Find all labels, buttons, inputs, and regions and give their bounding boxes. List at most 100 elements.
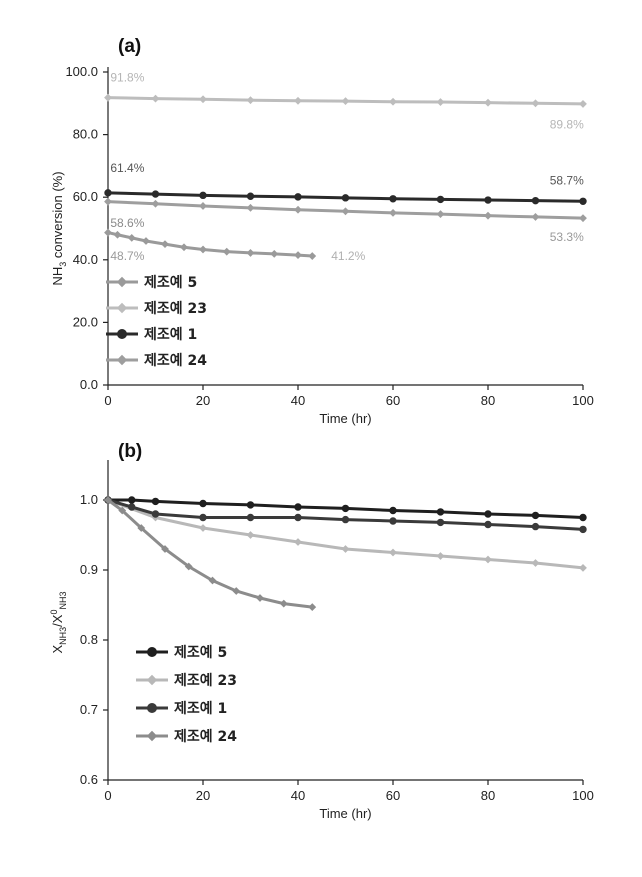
- legend-label: 제조예 1: [174, 701, 227, 717]
- data-point: [294, 251, 302, 260]
- series-3: [104, 496, 317, 612]
- y-tick-label: 0.7: [80, 702, 98, 717]
- data-point: [531, 522, 540, 531]
- data-point: [579, 100, 587, 108]
- legend-label: 제조예 1: [144, 327, 197, 343]
- data-point: [279, 599, 288, 608]
- data-point: [436, 508, 445, 516]
- legend-label: 제조예 5: [174, 645, 227, 661]
- data-point: [308, 252, 317, 260]
- data-point: [436, 195, 445, 204]
- data-point: [484, 211, 492, 220]
- data-point: [389, 548, 397, 557]
- data-point: [199, 191, 207, 200]
- y-tick-label: 0.6: [80, 772, 98, 787]
- y-axis-title: NH3 conversion (%): [50, 171, 68, 285]
- data-point: [341, 504, 350, 513]
- legend-marker: [116, 354, 128, 366]
- data-point: [246, 513, 255, 522]
- data-label: 58.7%: [550, 174, 584, 188]
- data-point: [294, 503, 302, 511]
- data-point: [531, 196, 540, 205]
- data-point: [389, 195, 397, 203]
- data-point: [531, 213, 540, 221]
- data-point: [436, 552, 445, 560]
- data-point: [113, 230, 122, 239]
- data-point: [184, 562, 193, 571]
- data-point: [199, 95, 207, 104]
- legend: 제조예 5 제조예 23 제조예 1 제조예 24: [106, 275, 207, 369]
- data-point: [246, 249, 255, 257]
- data-point: [531, 99, 540, 108]
- x-tick-label: 100: [572, 788, 594, 803]
- data-point: [151, 190, 160, 198]
- legend-marker: [146, 674, 158, 686]
- data-point: [104, 496, 112, 504]
- data-point: [484, 196, 492, 204]
- y-tick-label: 0.9: [80, 562, 98, 577]
- x-tick-label: 100: [572, 393, 594, 408]
- data-point: [199, 524, 207, 532]
- data-point: [484, 98, 492, 107]
- panel-label: (a): [118, 36, 141, 57]
- data-point: [208, 576, 217, 585]
- data-label: 53.3%: [550, 230, 584, 244]
- data-point: [246, 531, 255, 539]
- y-tick-label: 1.0: [80, 492, 98, 507]
- data-point: [484, 510, 492, 518]
- legend-label: 제조예 5: [144, 275, 197, 291]
- series-1: [104, 93, 587, 108]
- data-point: [341, 515, 350, 524]
- y-tick-label: 0.8: [80, 632, 98, 647]
- data-point: [436, 518, 445, 527]
- data-point: [161, 240, 169, 249]
- y-tick-label: 40.0: [73, 252, 98, 267]
- legend-marker: [146, 730, 158, 742]
- data-point: [199, 499, 207, 508]
- x-tick-label: 40: [291, 393, 305, 408]
- x-tick-label: 80: [481, 788, 495, 803]
- data-point: [161, 545, 169, 553]
- data-point: [104, 228, 112, 237]
- series-line: [108, 498, 584, 519]
- data-point: [151, 94, 160, 103]
- data-point: [308, 603, 317, 612]
- data-point: [180, 243, 188, 252]
- data-point: [118, 506, 127, 515]
- panel-b: (b) 0 20 40 60 80 100 0.6 0.7 0.8 0.9 1.0 Time (hr) X…: [49, 441, 594, 821]
- legend-label: 제조예 23: [144, 301, 207, 317]
- x-tick-label: 80: [481, 393, 495, 408]
- x-tick-label: 20: [196, 788, 210, 803]
- data-point: [341, 194, 350, 202]
- data-point: [579, 513, 587, 522]
- data-point: [294, 513, 302, 522]
- data-point: [484, 555, 492, 564]
- data-point: [341, 207, 350, 216]
- series-0: [104, 228, 317, 260]
- x-tick-label: 40: [291, 788, 305, 803]
- data-point: [389, 506, 397, 515]
- data-point: [104, 197, 112, 206]
- data-point: [389, 97, 397, 106]
- legend-marker: [117, 329, 127, 339]
- data-point: [151, 510, 160, 518]
- data-label: 91.8%: [110, 70, 144, 84]
- data-point: [341, 545, 350, 553]
- data-point: [484, 520, 492, 529]
- legend: 제조예 5 제조예 23 제조예 1 제조예 24: [136, 645, 237, 745]
- x-tick-label: 20: [196, 393, 210, 408]
- y-tick-label: 20.0: [73, 314, 98, 329]
- data-point: [256, 594, 264, 602]
- data-point: [246, 501, 255, 509]
- data-point: [579, 525, 587, 534]
- legend-marker: [116, 302, 128, 314]
- data-point: [151, 497, 160, 506]
- data-point: [436, 210, 445, 219]
- data-point: [128, 496, 136, 504]
- legend-marker: [147, 647, 157, 657]
- data-point: [579, 197, 587, 205]
- data-point: [222, 247, 231, 256]
- y-tick-label: 80.0: [73, 127, 98, 142]
- data-point: [199, 202, 207, 210]
